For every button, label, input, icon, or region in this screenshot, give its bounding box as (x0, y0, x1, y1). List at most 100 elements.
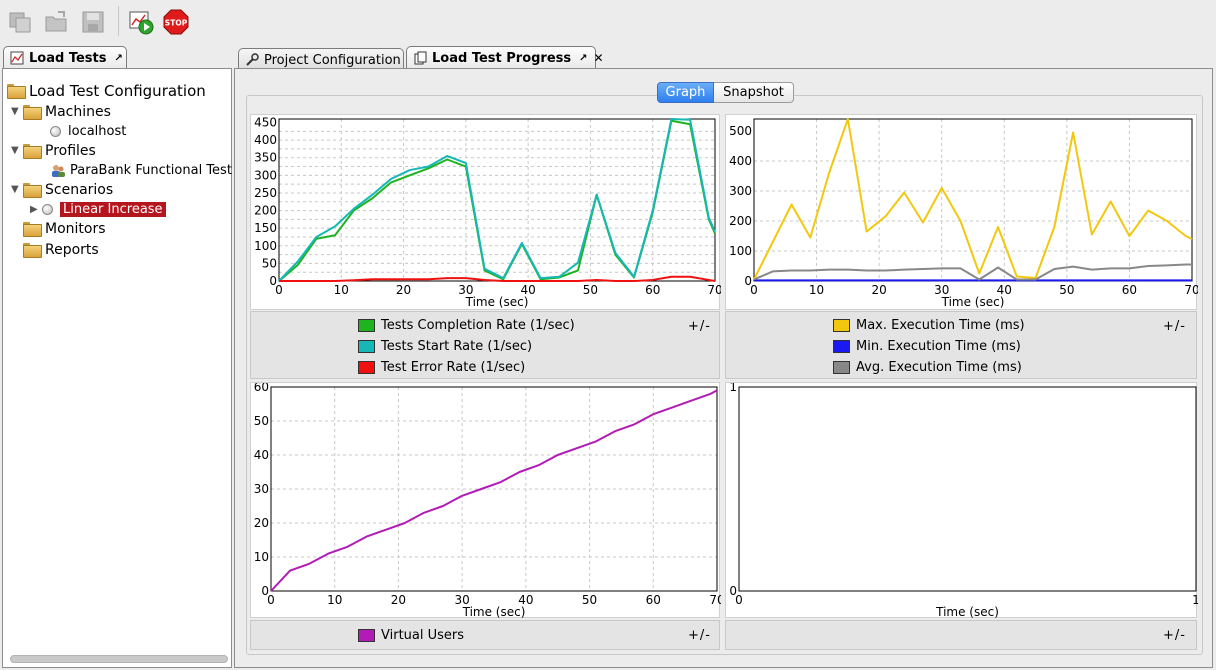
y-tick-label: 500 (729, 124, 752, 138)
snapshot-toggle-button[interactable]: Snapshot (714, 82, 794, 103)
legend-swatch (833, 339, 850, 353)
expand-triangle-icon[interactable]: ▼ (11, 145, 19, 156)
x-tick-label: 1 (1192, 593, 1198, 607)
x-tick-label: 50 (582, 593, 597, 607)
x-tick-label: 40 (997, 283, 1012, 297)
plot-frame (270, 386, 718, 592)
expand-triangle-icon[interactable]: ▼ (11, 106, 19, 117)
y-tick-label: 1 (729, 383, 737, 394)
plot-frame (738, 386, 1197, 592)
chart-svg: 0 10 20 30 40 50 60 70 0 100 200 300 400 500 Time (sec… (729, 118, 1198, 309)
legend-swatch (833, 360, 850, 374)
y-tick-label: 0 (269, 274, 277, 288)
scenario-status-icon (42, 204, 53, 215)
x-axis-label: Time (sec) (462, 605, 526, 619)
document-icon (413, 51, 427, 65)
tab-load-test-progress[interactable]: Load Test Progress ↗ ✕ (406, 46, 604, 69)
series-line (270, 389, 718, 592)
tree-root[interactable]: Load Test Configuration (7, 81, 206, 100)
tree-leaf-localhost-label: localhost (68, 124, 127, 139)
tree-node-profiles[interactable]: ▼ Profiles (11, 141, 96, 160)
legend-toggle-button[interactable]: +/- (688, 628, 711, 643)
collapse-triangle-icon[interactable]: ▶ (30, 204, 38, 215)
chart-svg: 0 10 20 30 40 50 60 70 0 50 100 150 200 250 300 350 400 4… (254, 116, 721, 309)
legend-avg-exec: Avg. Execution Time (ms) (833, 358, 1022, 376)
tree-node-machines[interactable]: ▼ Machines (11, 102, 111, 121)
x-tick-label: 70 (709, 593, 721, 607)
run-load-test-icon[interactable] (128, 9, 154, 35)
tree-leaf-localhost[interactable]: localhost (50, 122, 126, 141)
legend-swatch (358, 339, 375, 353)
x-tick-label: 40 (518, 593, 533, 607)
tab-project-configuration[interactable]: Project Configuration (238, 48, 404, 71)
legend-label: Tests Completion Rate (1/sec) (381, 317, 575, 333)
x-tick-label: 50 (1059, 283, 1074, 297)
rates-legend: Tests Completion Rate (1/sec) Tests Star… (250, 311, 720, 379)
folder-open-icon (7, 84, 26, 99)
empty-legend: +/- (725, 620, 1197, 650)
close-icon[interactable]: ✕ (593, 51, 604, 65)
y-tick-label: 50 (262, 256, 277, 270)
series-line (278, 118, 716, 282)
y-tick-label: 50 (254, 414, 269, 428)
stop-icon-label: STOP (165, 19, 188, 28)
x-tick-label: 60 (646, 593, 661, 607)
x-tick-label: 20 (391, 593, 406, 607)
series-line (278, 119, 716, 282)
y-tick-label: 30 (254, 482, 269, 496)
tree-leaf-linear-increase-label: Linear Increase (60, 202, 166, 217)
series-line (753, 118, 1193, 280)
legend-swatch (833, 318, 850, 332)
tree-node-reports[interactable]: Reports (23, 240, 99, 259)
expand-triangle-icon[interactable]: ▼ (11, 184, 19, 195)
x-tick-label: 10 (334, 283, 349, 297)
users-profile-icon (50, 164, 66, 178)
empty-chart: 0 1 0 1 Time (sec) (725, 382, 1198, 619)
legend-toggle-button[interactable]: +/- (1163, 319, 1186, 334)
folder-icon (23, 222, 42, 237)
y-tick-label: 300 (254, 168, 277, 182)
tree-leaf-linear-increase[interactable]: ▶ Linear Increase (30, 200, 166, 219)
rates-chart: 0 10 20 30 40 50 60 70 0 50 100 150 200 250 300 350 400 4… (250, 114, 721, 310)
copy-icon[interactable] (8, 9, 34, 35)
x-axis-label: Time (sec) (465, 295, 529, 309)
toolbar: STOP (0, 0, 1216, 44)
y-tick-label: 100 (254, 239, 277, 253)
tree-node-scenarios[interactable]: ▼ Scenarios (11, 180, 113, 199)
legend-max-exec: Max. Execution Time (ms) (833, 316, 1025, 334)
legend-label: Avg. Execution Time (ms) (856, 359, 1022, 375)
legend-toggle-button[interactable]: +/- (688, 319, 711, 334)
x-tick-label: 40 (521, 283, 536, 297)
legend-label: Virtual Users (381, 627, 465, 643)
tree-node-machines-label: Machines (45, 103, 111, 120)
pin-icon[interactable]: ↗ (579, 52, 588, 64)
horizontal-scrollbar[interactable] (10, 655, 228, 663)
y-tick-label: 400 (254, 133, 277, 147)
y-tick-label: 350 (254, 151, 277, 165)
y-tick-label: 0 (744, 274, 752, 288)
tree-node-monitors[interactable]: Monitors (23, 219, 106, 238)
x-tick-label: 10 (809, 283, 824, 297)
tree-node-reports-label: Reports (45, 241, 99, 258)
stop-icon[interactable]: STOP (163, 9, 189, 35)
tab-load-tests[interactable]: Load Tests ↗ (3, 46, 127, 69)
folder-open-icon (23, 144, 42, 159)
legend-swatch (358, 318, 375, 332)
save-icon[interactable] (80, 9, 106, 35)
pin-icon[interactable]: ↗ (114, 52, 123, 64)
y-tick-label: 20 (254, 516, 269, 530)
plot-frame (278, 118, 716, 282)
x-tick-label: 20 (396, 283, 411, 297)
open-folder-icon[interactable] (44, 9, 70, 35)
tab-project-configuration-label: Project Configuration (264, 52, 401, 68)
chart-svg: 0 10 20 30 40 50 60 70 0 10 20 30 40 50 60 Time (sec) (254, 383, 721, 619)
legend-virtual-users: Virtual Users (358, 626, 464, 644)
tree-leaf-parabank[interactable]: ParaBank Functional Test (50, 161, 232, 180)
wrench-icon (245, 53, 259, 67)
x-tick-label: 10 (327, 593, 342, 607)
graph-toggle-button[interactable]: Graph (657, 82, 714, 103)
legend-toggle-button[interactable]: +/- (1163, 628, 1186, 643)
x-tick-label: 70 (707, 283, 721, 297)
y-tick-label: 150 (254, 221, 277, 235)
series-line (753, 263, 1192, 281)
